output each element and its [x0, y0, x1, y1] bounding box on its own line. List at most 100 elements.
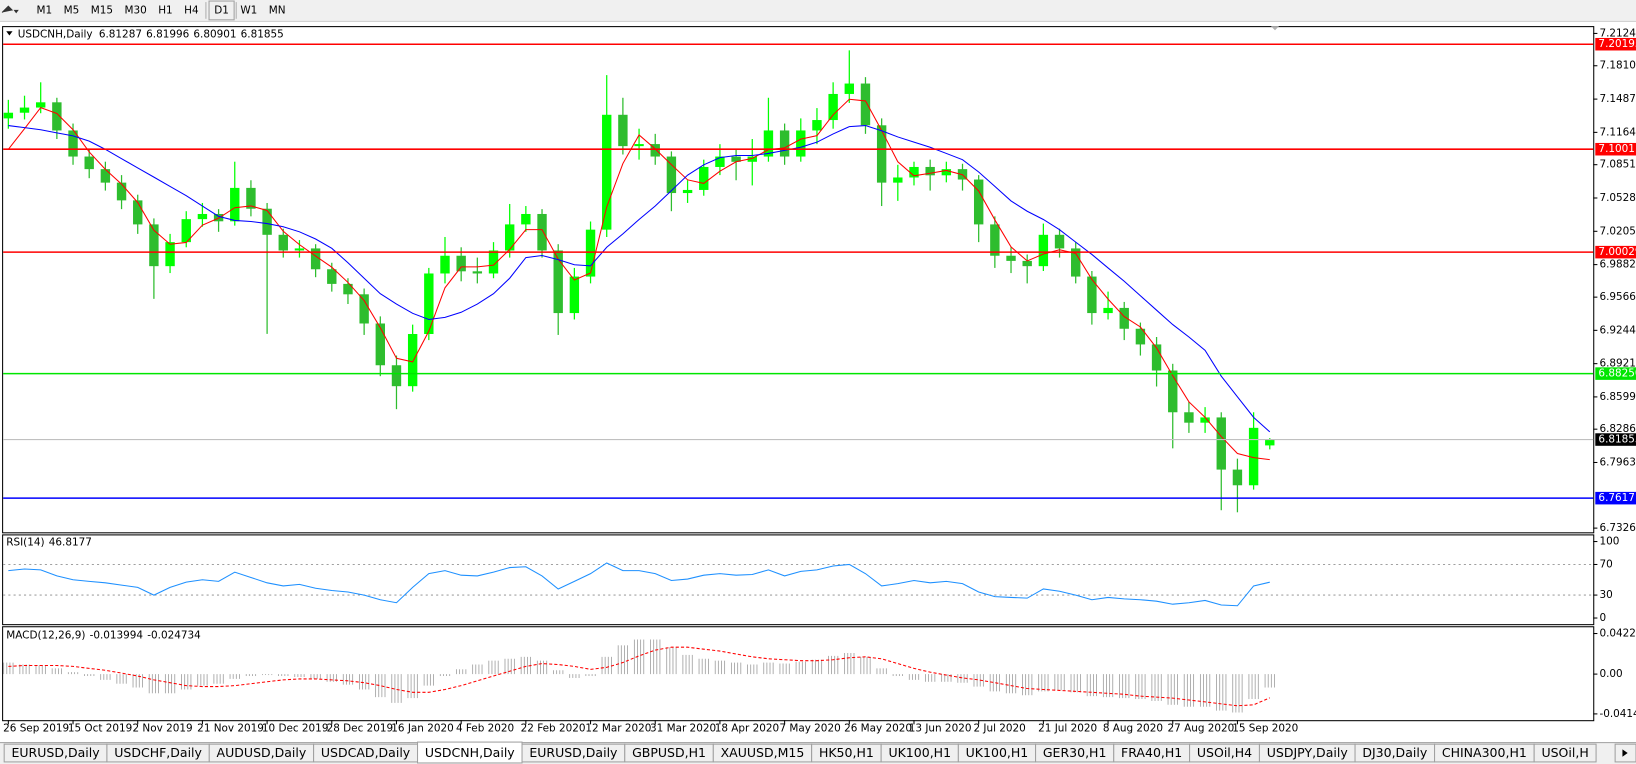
tab-scroll-arrow — [1622, 749, 1628, 757]
x-tick-label: 26 Sep 2019 — [3, 723, 69, 735]
timeframe-label: D1 — [214, 4, 229, 16]
x-tick-label: 22 Feb 2020 — [521, 723, 586, 735]
candle-body — [310, 248, 321, 270]
candle-body — [893, 177, 903, 183]
tab-label: UK100,H1 — [966, 745, 1029, 760]
collapse-arrow[interactable] — [6, 31, 13, 36]
timeframe-button[interactable]: W1 — [235, 1, 262, 20]
y-tick-label: -0.04148 — [1599, 708, 1636, 720]
symbol-tab[interactable]: USDCAD,Daily — [313, 743, 419, 763]
symbol-tab[interactable]: USOil,H4 — [1189, 743, 1260, 763]
tab-label: CHINA300,H1 — [1442, 745, 1527, 760]
symbol-tab[interactable]: FRA40,H1 — [1113, 743, 1191, 763]
symbol-tab[interactable]: XAUUSD,M15 — [712, 743, 813, 763]
timeframe-label: M1 — [37, 4, 53, 16]
candle-body — [359, 294, 369, 324]
symbol-tab[interactable]: USOil,H — [1533, 743, 1597, 763]
y-tick-label: 6.95665 — [1599, 291, 1636, 303]
symbol-tab[interactable]: UK100,H1 — [880, 743, 959, 763]
candle-body — [876, 125, 887, 183]
timeframe-button[interactable]: M1 — [31, 1, 57, 20]
candle-body — [602, 114, 612, 230]
candle-body — [1054, 234, 1065, 249]
candle-body — [68, 130, 78, 157]
candle-body — [860, 83, 871, 126]
candle-body — [440, 255, 450, 274]
timeframe-button[interactable]: M15 — [85, 1, 118, 20]
y-tick-label: 0.042275 — [1599, 628, 1636, 640]
toolbar — [0, 0, 1636, 21]
symbol-period: USDCNH,Daily — [18, 28, 93, 40]
candle-body — [521, 213, 531, 225]
candle-body — [1151, 344, 1162, 371]
symbol-tab[interactable]: UK100,H1 — [957, 743, 1037, 763]
candle-body — [925, 166, 935, 176]
crosshair-tool[interactable] — [1, 5, 19, 14]
candle-body — [488, 250, 499, 274]
candle-body — [828, 93, 838, 121]
timeframe-button[interactable]: D1 — [208, 0, 235, 21]
x-tick-label: 21 Jul 2020 — [1038, 723, 1097, 735]
symbol-tab[interactable]: USDCHF,Daily — [106, 743, 210, 763]
x-tick-label: 7 May 2020 — [779, 723, 840, 735]
y-tick-label: 7.18105 — [1599, 60, 1636, 72]
candle-body — [537, 213, 547, 251]
candle-body — [197, 213, 208, 220]
x-tick-label: 13 Jun 2020 — [909, 723, 972, 735]
candle-body — [1038, 234, 1049, 267]
timeframe-button[interactable]: MN — [264, 1, 291, 20]
candle-body — [1200, 417, 1210, 423]
y-tick-label: 6.79630 — [1599, 456, 1636, 468]
timeframe-button[interactable]: H1 — [153, 1, 178, 20]
symbol-tab[interactable]: HK50,H1 — [811, 743, 882, 763]
symbol-tab[interactable]: AUDUSD,Daily — [208, 743, 315, 763]
timeframe-label: W1 — [240, 4, 257, 16]
candle-body — [747, 156, 757, 162]
symbol-tab[interactable]: CHINA300,H1 — [1434, 743, 1535, 763]
timeframe-label: M30 — [124, 4, 146, 16]
candle-body — [84, 156, 94, 170]
symbol-tab[interactable]: EURUSD,Daily — [521, 743, 626, 763]
candle-body — [116, 182, 127, 201]
candle-body — [230, 187, 240, 222]
y-tick-label: 70 — [1599, 558, 1612, 570]
y-tick-label: 7.02050 — [1599, 225, 1636, 237]
symbol-tab[interactable]: GER30,H1 — [1035, 743, 1115, 763]
tab-label: HK50,H1 — [819, 745, 874, 760]
chart-shift-marker — [1270, 26, 1280, 31]
timeframe-button[interactable]: M30 — [119, 1, 152, 20]
candle-body — [1119, 307, 1129, 329]
symbol-tab[interactable]: DJ30,Daily — [1354, 743, 1436, 763]
x-tick-label: 28 Dec 2019 — [327, 723, 394, 735]
candle-body — [779, 130, 790, 157]
symbol-tab[interactable]: EURUSD,Daily — [3, 743, 108, 763]
current-price-label: 6.81855 — [1598, 434, 1636, 446]
timeframe-button[interactable]: H4 — [179, 1, 204, 20]
tab-label: USOil,H — [1541, 745, 1588, 760]
x-tick-label: 26 May 2020 — [844, 723, 912, 735]
indicator-value: 46.8177 — [49, 537, 92, 549]
symbol-tab[interactable]: USDJPY,Daily — [1258, 743, 1356, 763]
y-tick-label: 7.11645 — [1599, 126, 1636, 138]
level-price-label: 7.10011 — [1598, 143, 1636, 155]
tab-label: XAUUSD,M15 — [721, 745, 805, 760]
symbol-tab[interactable]: GBPUSD,H1 — [624, 743, 714, 763]
x-tick-label: 15 Sep 2020 — [1232, 723, 1298, 735]
timeframe-button[interactable]: M5 — [58, 1, 84, 20]
candle-body — [1232, 469, 1243, 486]
chart-layer: M1 M5 M15 M30 H1 H4 D1 W1 MN 7.21240 7.18105 7.1487… — [3, 0, 1636, 764]
symbol-tab[interactable]: USDCNH,Daily — [417, 741, 523, 764]
candle-body — [1087, 276, 1097, 314]
chart-header: USDCNH,Daily 6.81287 6.81996 6.80901 6.81855 — [18, 28, 284, 40]
ohlc-value: 6.81287 — [99, 28, 142, 40]
candle-body — [52, 102, 62, 131]
main-panel-frame — [2, 26, 1595, 534]
tab-label: FRA40,H1 — [1121, 745, 1182, 760]
candle-body — [1216, 417, 1226, 470]
indicator-name: MACD(12,26,9) — [6, 630, 85, 642]
timeframe-label: H1 — [158, 4, 172, 16]
tab-label: GER30,H1 — [1043, 745, 1107, 760]
candle-body — [1184, 412, 1194, 423]
candle-body — [553, 250, 563, 314]
tab-label: USOil,H4 — [1197, 745, 1252, 760]
